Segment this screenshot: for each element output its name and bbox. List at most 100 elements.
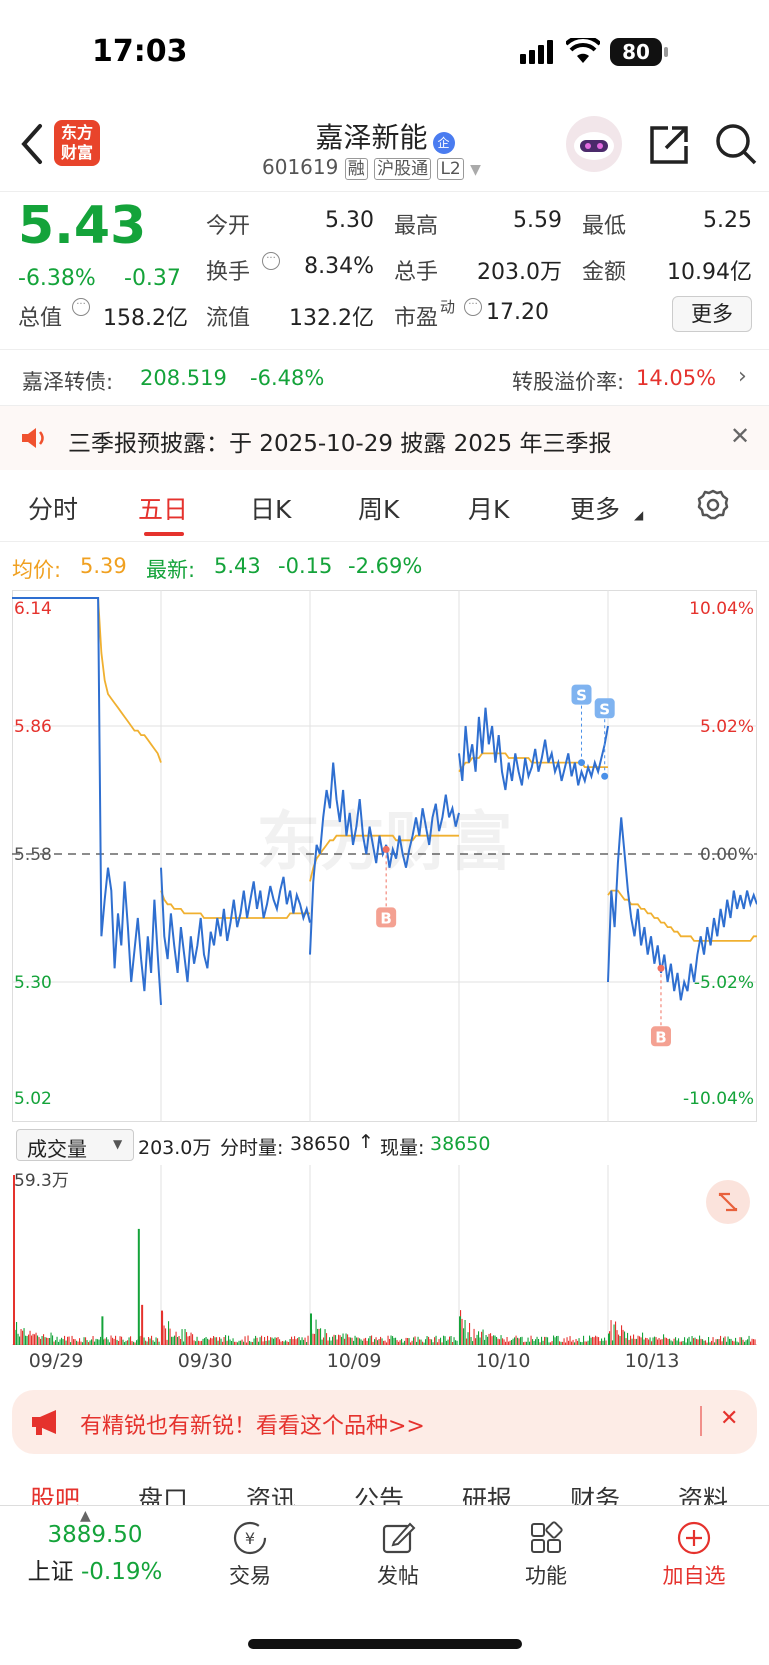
tab-monthly-k[interactable]: 月K: [468, 495, 510, 524]
price-line: [607, 817, 757, 1001]
tab-guba[interactable]: 股吧: [30, 1485, 81, 1508]
add-watchlist-button[interactable]: 加自选: [634, 1516, 754, 1590]
marker-dot: [578, 759, 586, 767]
volume-bar: [372, 1341, 374, 1345]
volume-bar: [184, 1329, 186, 1345]
volume-bar: [122, 1339, 124, 1345]
robot-assistant-icon[interactable]: [566, 116, 622, 172]
info-icon[interactable]: ···: [464, 298, 482, 316]
indicator-selector[interactable]: 成交量 ▼: [16, 1129, 134, 1161]
volume-bar: [354, 1335, 356, 1345]
volume-bar: [37, 1335, 39, 1345]
tab-research[interactable]: 研报: [462, 1485, 513, 1508]
volume-bar: [256, 1337, 258, 1345]
trade-button[interactable]: ¥ 交易: [190, 1516, 310, 1590]
volume-bar: [405, 1337, 407, 1345]
expand-icon[interactable]: [706, 1180, 750, 1224]
volume-bar: [29, 1330, 31, 1345]
five-day-price-chart[interactable]: 6.14 10.04% 5.86 5.02% 5.58 0.00% 5.30 -5.02% 5.…: [12, 590, 757, 1122]
tab-weekly-k[interactable]: 周K: [358, 495, 400, 524]
volume-bar: [22, 1330, 24, 1345]
volume-bar: [596, 1336, 598, 1345]
pe-sup: 动: [440, 298, 456, 316]
volume-bar: [541, 1336, 543, 1345]
volume-bar: [566, 1337, 568, 1345]
more-button[interactable]: 更多: [672, 296, 752, 332]
volume-bar: [646, 1338, 648, 1345]
grid-icon: [486, 1516, 606, 1560]
volume-bar: [338, 1334, 340, 1345]
volume-bar: [59, 1339, 61, 1345]
settings-icon[interactable]: [696, 488, 730, 526]
volume-bar: [551, 1341, 553, 1345]
volume-bar: [148, 1337, 150, 1345]
volume-bar: [633, 1334, 635, 1345]
y-tick-right: 0.00%: [700, 845, 754, 865]
volume-bar: [634, 1338, 636, 1345]
index-widget[interactable]: 3889.50 上证 -0.19%: [20, 1522, 170, 1586]
volume-bar: [712, 1337, 714, 1345]
volume-bar: [133, 1341, 135, 1345]
tab-intraday[interactable]: 分时: [28, 495, 79, 524]
volume-bar: [515, 1335, 517, 1345]
back-icon[interactable]: [18, 122, 44, 170]
volume-bar: [58, 1341, 60, 1345]
notice-bar[interactable]: 三季报预披露：于 2025-10-29 披露 2025 年三季报 ✕: [0, 406, 769, 470]
tab-news[interactable]: 资讯: [246, 1485, 297, 1508]
promo-close-icon[interactable]: ✕: [720, 1406, 739, 1431]
close-icon[interactable]: ✕: [730, 422, 751, 450]
convertible-bond-row[interactable]: 嘉泽转债: 208.519 -6.48% 转股溢价率: 14.05% ›: [0, 350, 769, 406]
volume-bar: [744, 1341, 746, 1345]
volume-bar: [291, 1336, 293, 1345]
volume-bar: [514, 1337, 516, 1345]
price-line: [160, 867, 311, 983]
volume-bar: [226, 1340, 228, 1345]
promo-banner[interactable]: 有精锐也有新锐！看看这个品种>> ✕: [12, 1390, 757, 1454]
volume-bar: [419, 1339, 421, 1345]
x-axis-label: 10/13: [624, 1350, 680, 1372]
info-icon[interactable]: ···: [262, 252, 280, 270]
tab-order-book[interactable]: 盘口: [138, 1485, 189, 1508]
volume-bar: [107, 1339, 109, 1345]
volume-bar: [207, 1338, 209, 1345]
dropdown-icon: ▼: [470, 162, 481, 178]
volume-bar: [166, 1339, 168, 1345]
functions-button[interactable]: 功能: [486, 1516, 606, 1590]
quote-panel: 5.43 -6.38% -0.37 今开 5.30 最高 5.59 最低 5.2…: [0, 192, 769, 350]
volume-bar: [456, 1340, 458, 1345]
info-icon[interactable]: ···: [72, 298, 90, 316]
volume-bar: [568, 1340, 570, 1345]
tab-announcements[interactable]: 公告: [354, 1485, 405, 1508]
volume-bar: [691, 1336, 693, 1345]
volume-bar: [270, 1337, 272, 1345]
volume-bar: [467, 1332, 469, 1345]
tab-finance[interactable]: 财务: [570, 1485, 621, 1508]
volume-bar: [527, 1337, 529, 1345]
share-icon[interactable]: [648, 124, 690, 170]
volume-bar: [341, 1336, 343, 1345]
volume-bar: [517, 1337, 519, 1345]
search-icon[interactable]: [714, 122, 758, 170]
volume-bar: [613, 1324, 615, 1345]
app-logo: 东方 财富: [54, 120, 100, 166]
stock-code-row[interactable]: 601619 融 沪股通 L2 ▼: [262, 154, 481, 180]
volume-bar: [605, 1340, 607, 1345]
volume-bar: [407, 1338, 409, 1345]
volume-chart[interactable]: 59.3万: [12, 1165, 757, 1345]
volume-bar: [506, 1337, 508, 1345]
volume-bar: [149, 1338, 151, 1345]
volume-bar: [536, 1336, 538, 1345]
tab-five-day[interactable]: 五日: [138, 495, 189, 524]
tab-more[interactable]: 更多: [570, 495, 621, 524]
tab-profile[interactable]: 资料: [678, 1485, 729, 1508]
volume-bar: [473, 1328, 475, 1345]
open-value: 5.30: [325, 208, 374, 233]
volume-bar: [77, 1341, 79, 1345]
volume-bar: [450, 1336, 452, 1345]
tab-daily-k[interactable]: 日K: [250, 495, 292, 524]
volume-bar: [520, 1337, 522, 1345]
edit-icon: [338, 1516, 458, 1560]
volume-bar: [446, 1340, 448, 1345]
post-button[interactable]: 发帖: [338, 1516, 458, 1590]
volume-bar: [175, 1331, 177, 1345]
